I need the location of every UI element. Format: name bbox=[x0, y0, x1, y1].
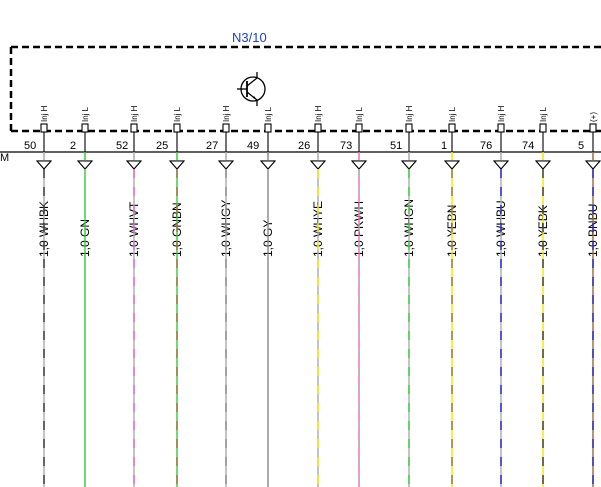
pin-function-label: Inj L bbox=[448, 106, 457, 122]
component-box bbox=[9, 45, 601, 133]
pin-terminal bbox=[222, 123, 230, 133]
connector-marker bbox=[309, 160, 327, 170]
connector-marker bbox=[35, 160, 53, 170]
component-id: N3/10 bbox=[232, 30, 267, 45]
pin-function-label: Inj H bbox=[40, 105, 49, 122]
connector-marker bbox=[217, 160, 235, 170]
pin-terminal bbox=[81, 123, 89, 133]
pin-terminal bbox=[264, 123, 272, 133]
pin-number: 2 bbox=[70, 140, 76, 152]
connector-marker bbox=[350, 160, 368, 170]
pin-number: 52 bbox=[116, 140, 128, 152]
pin-number: 1 bbox=[441, 140, 447, 152]
pin-terminal bbox=[448, 123, 456, 133]
connector-marker bbox=[492, 160, 510, 170]
pin-function-label: Inj L bbox=[81, 106, 90, 122]
pin-number: 5 bbox=[578, 140, 584, 152]
pin-1: Inj L11,0 YEBN bbox=[441, 106, 461, 487]
transistor-icon bbox=[237, 72, 266, 106]
pin-number: 25 bbox=[156, 140, 168, 152]
pin-function-label: Inj H bbox=[130, 105, 139, 122]
pin-number: 27 bbox=[206, 140, 218, 152]
pin-terminal bbox=[314, 123, 322, 133]
connector-marker bbox=[259, 160, 277, 170]
pin-function-label: Inj H bbox=[222, 105, 231, 122]
pin-function-label: Inj L bbox=[264, 106, 273, 122]
pin-function-label: (+) bbox=[589, 112, 598, 122]
pin-function-label: Inj H bbox=[314, 105, 323, 122]
pin-terminal bbox=[173, 123, 181, 133]
connector-marker bbox=[584, 160, 601, 170]
pin-terminal bbox=[405, 123, 413, 133]
connector-marker bbox=[168, 160, 186, 170]
pin-terminal bbox=[130, 123, 138, 133]
pin-function-label: Inj L bbox=[173, 106, 182, 122]
pin-number: 50 bbox=[24, 140, 36, 152]
edge-label: M bbox=[0, 152, 9, 164]
connector-marker bbox=[76, 160, 94, 170]
pin-terminal bbox=[40, 123, 48, 133]
connector-marker bbox=[443, 160, 461, 170]
pin-number: 49 bbox=[247, 140, 259, 152]
pin-2: Inj L21,0 GN bbox=[70, 106, 94, 487]
pin-number: 76 bbox=[480, 140, 492, 152]
pin-5: (+)51,0 BNBU bbox=[578, 112, 601, 487]
pin-number: 73 bbox=[340, 140, 352, 152]
pin-terminal bbox=[539, 123, 547, 133]
pin-function-label: Inj L bbox=[539, 106, 548, 122]
pin-number: 26 bbox=[298, 140, 310, 152]
pin-function-label: Inj L bbox=[355, 106, 364, 122]
pin-number: 74 bbox=[522, 140, 534, 152]
pin-terminal bbox=[355, 123, 363, 133]
connector-marker bbox=[400, 160, 418, 170]
pin-function-label: Inj H bbox=[497, 105, 506, 122]
connector-marker bbox=[125, 160, 143, 170]
pin-function-label: Inj H bbox=[405, 105, 414, 122]
pin-number: 51 bbox=[390, 140, 402, 152]
pin-terminal bbox=[497, 123, 505, 133]
connector-marker bbox=[534, 160, 552, 170]
pin-terminal bbox=[589, 123, 597, 133]
